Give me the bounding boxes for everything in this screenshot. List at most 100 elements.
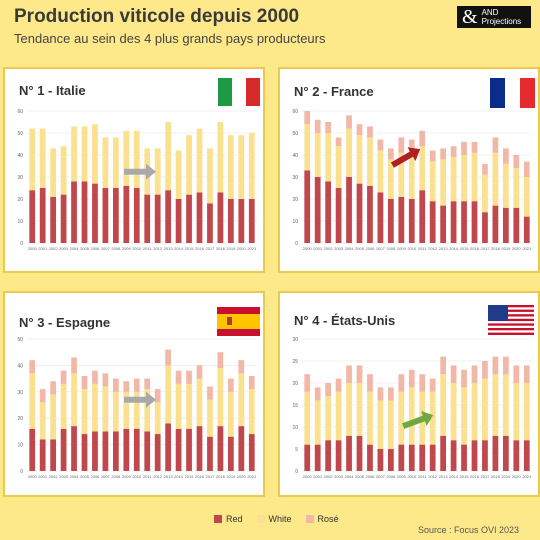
bar-segment-rose	[387, 148, 394, 160]
x-tick-label: 2011	[418, 246, 427, 251]
x-tick-label: 2002	[324, 246, 334, 251]
page-title: Production viticole depuis 2000	[14, 6, 300, 27]
x-tick-label: 2004	[70, 474, 80, 479]
bar-segment-rose	[502, 148, 509, 164]
bar-segment-rose	[165, 349, 172, 366]
y-tick-label: 20	[292, 381, 298, 387]
bar-segment-red	[387, 199, 394, 243]
bar-segment-white	[346, 383, 352, 436]
bar-segment-white	[29, 128, 36, 191]
x-tick-label: 2020	[237, 246, 247, 251]
bar-segment-rose	[314, 387, 321, 401]
bar-segment-red	[523, 216, 530, 243]
bar-segment-rose	[248, 375, 255, 390]
x-tick-label: 2015	[185, 246, 195, 251]
bar-segment-rose	[513, 365, 520, 383]
x-tick-label: 2011	[143, 246, 152, 251]
bar-segment-red	[227, 436, 234, 471]
bar-segment-red	[102, 431, 109, 471]
bar-segment-red	[325, 181, 332, 243]
y-tick-label: 50	[292, 131, 298, 137]
bar-segment-red	[227, 199, 234, 243]
bar-segment-rose	[440, 148, 447, 160]
bar-segment-red	[102, 188, 109, 243]
bar-segment-red	[408, 444, 415, 471]
bar-segment-red	[335, 440, 342, 471]
y-tick-label: 10	[17, 443, 23, 449]
france-flag	[490, 78, 535, 108]
panel-title: N° 1 - Italie	[19, 83, 86, 98]
x-tick-label: 2017	[206, 474, 216, 479]
bar-segment-red	[123, 185, 130, 243]
legend-label-rose: Rosé	[317, 514, 339, 524]
bar-segment-rose	[461, 141, 467, 155]
bar-segment-rose	[50, 381, 57, 395]
bar-segment-white	[102, 386, 109, 432]
bar-segment-rose	[346, 365, 352, 383]
trend-arrow-flat	[124, 163, 156, 180]
bar-segment-rose	[419, 130, 426, 147]
bar-segment-red	[502, 207, 509, 243]
x-tick-label: 2012	[153, 246, 163, 251]
bar-segment-white	[440, 374, 447, 436]
bar-segment-white	[207, 399, 213, 437]
bar-segment-red	[304, 444, 311, 471]
x-tick-label: 2001	[38, 246, 48, 251]
bar-segment-white	[429, 391, 436, 445]
x-tick-label: 2001	[313, 474, 323, 479]
x-tick-label: 2004	[345, 246, 355, 251]
bar-segment-white	[102, 137, 109, 188]
y-tick-label: 0	[20, 469, 23, 475]
bar-segment-red	[248, 434, 255, 471]
x-tick-label: 2003	[59, 246, 69, 251]
y-tick-label: 30	[292, 175, 298, 181]
bar-segment-red	[144, 194, 151, 243]
bar-segment-rose	[325, 383, 332, 397]
y-tick-label: 30	[292, 337, 298, 343]
brand-logo: & AND Projections	[457, 6, 531, 28]
x-tick-label: 2009	[397, 246, 407, 251]
x-tick-label: 2002	[49, 246, 59, 251]
bar-segment-red	[92, 183, 98, 243]
bar-segment-rose	[471, 141, 478, 153]
bar-segment-white	[50, 394, 57, 440]
bar-segment-red	[29, 428, 36, 471]
x-tick-label: 2013	[439, 246, 449, 251]
x-tick-label: 2014	[449, 474, 459, 479]
bar-segment-red	[50, 196, 57, 243]
bar-segment-red	[398, 196, 405, 243]
bar-segment-rose	[81, 375, 88, 390]
x-tick-label: 2009	[122, 246, 132, 251]
bar-segment-red	[39, 188, 46, 243]
logo-text: AND Projections	[482, 8, 522, 26]
bar-segment-red	[154, 194, 161, 243]
bar-segment-white	[154, 148, 161, 195]
x-tick-label: 2012	[153, 474, 163, 479]
bar-segment-red	[50, 439, 57, 471]
bar-segment-red	[419, 444, 426, 471]
y-tick-label: 20	[17, 197, 23, 203]
page-subtitle: Tendance au sein des 4 plus grands pays …	[14, 31, 326, 46]
bar-segment-white	[502, 374, 509, 436]
bar-segment-white	[523, 383, 530, 441]
bar-segment-rose	[186, 370, 192, 384]
bar-segment-rose	[356, 124, 363, 136]
bar-segment-red	[144, 431, 151, 471]
bar-segment-rose	[377, 387, 384, 401]
bar-segment-white	[217, 368, 224, 427]
x-tick-label: 2008	[111, 246, 121, 251]
bar-segment-white	[461, 155, 467, 202]
bar-segment-rose	[304, 111, 311, 125]
bar-segment-rose	[429, 150, 436, 162]
bar-segment-red	[440, 205, 447, 243]
x-tick-label: 2019	[226, 246, 236, 251]
bar-segment-rose	[39, 389, 46, 403]
bar-segment-red	[175, 428, 182, 471]
y-tick-label: 20	[17, 416, 23, 422]
bar-segment-rose	[92, 370, 98, 384]
bar-segment-white	[60, 146, 67, 195]
x-tick-label: 2002	[324, 474, 334, 479]
bar-segment-rose	[325, 122, 332, 133]
bar-segment-red	[346, 435, 352, 471]
bar-segment-rose	[217, 352, 224, 369]
